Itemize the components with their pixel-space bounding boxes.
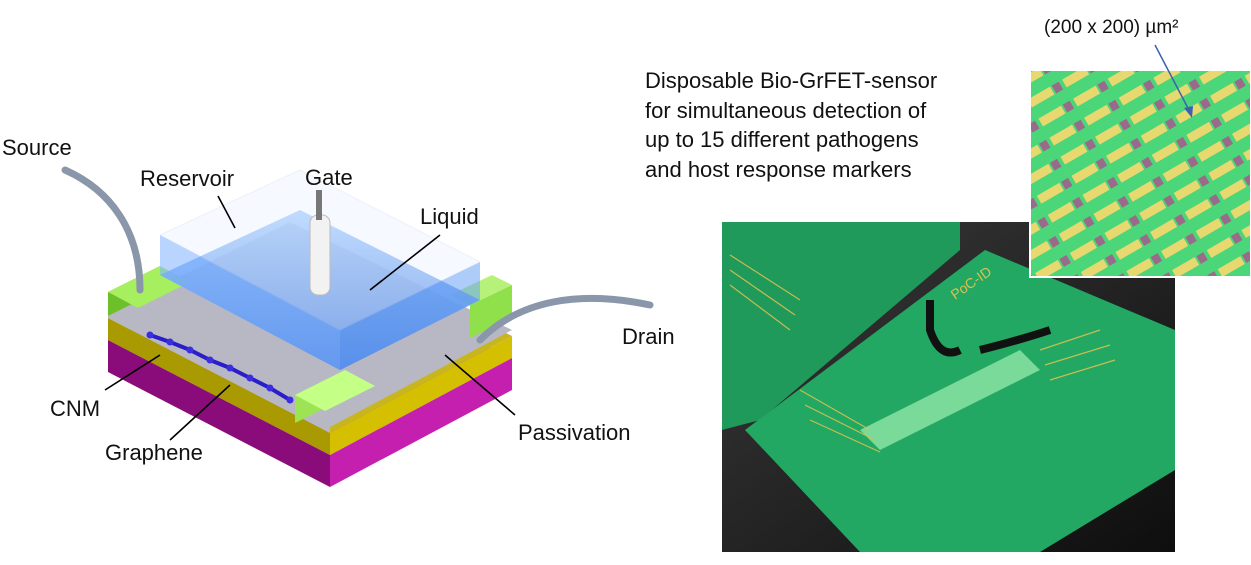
description-line: and host response markers [645, 156, 912, 182]
label-passivation: Passivation [518, 420, 631, 445]
description-line: Disposable Bio-GrFET-sensor [645, 68, 938, 93]
label-graphene: Graphene [105, 440, 203, 465]
inset-scale-label: (200 x 200) µm² [1044, 17, 1179, 38]
source-wire [61, 166, 144, 294]
leader-lines [104, 195, 516, 441]
label-source: Source [2, 135, 72, 160]
label-reservoir: Reservoir [140, 166, 235, 191]
label-cnm: CNM [50, 396, 101, 421]
description-line: for simultaneous detection of [645, 97, 927, 123]
label-drain: Drain [622, 324, 675, 349]
gate-electrode [309, 190, 331, 296]
graphene-chain [149, 333, 292, 402]
description-line: up to 15 different pathogens [645, 127, 919, 152]
inset-magnified-sensor [1029, 69, 1251, 278]
sensor-description: Disposable Bio-GrFET-sensor for simultan… [645, 66, 937, 184]
label-liquid: Liquid [420, 204, 479, 229]
label-gate: Gate [305, 165, 353, 190]
scale-arrow [1154, 44, 1191, 113]
drain-wire [476, 294, 654, 344]
